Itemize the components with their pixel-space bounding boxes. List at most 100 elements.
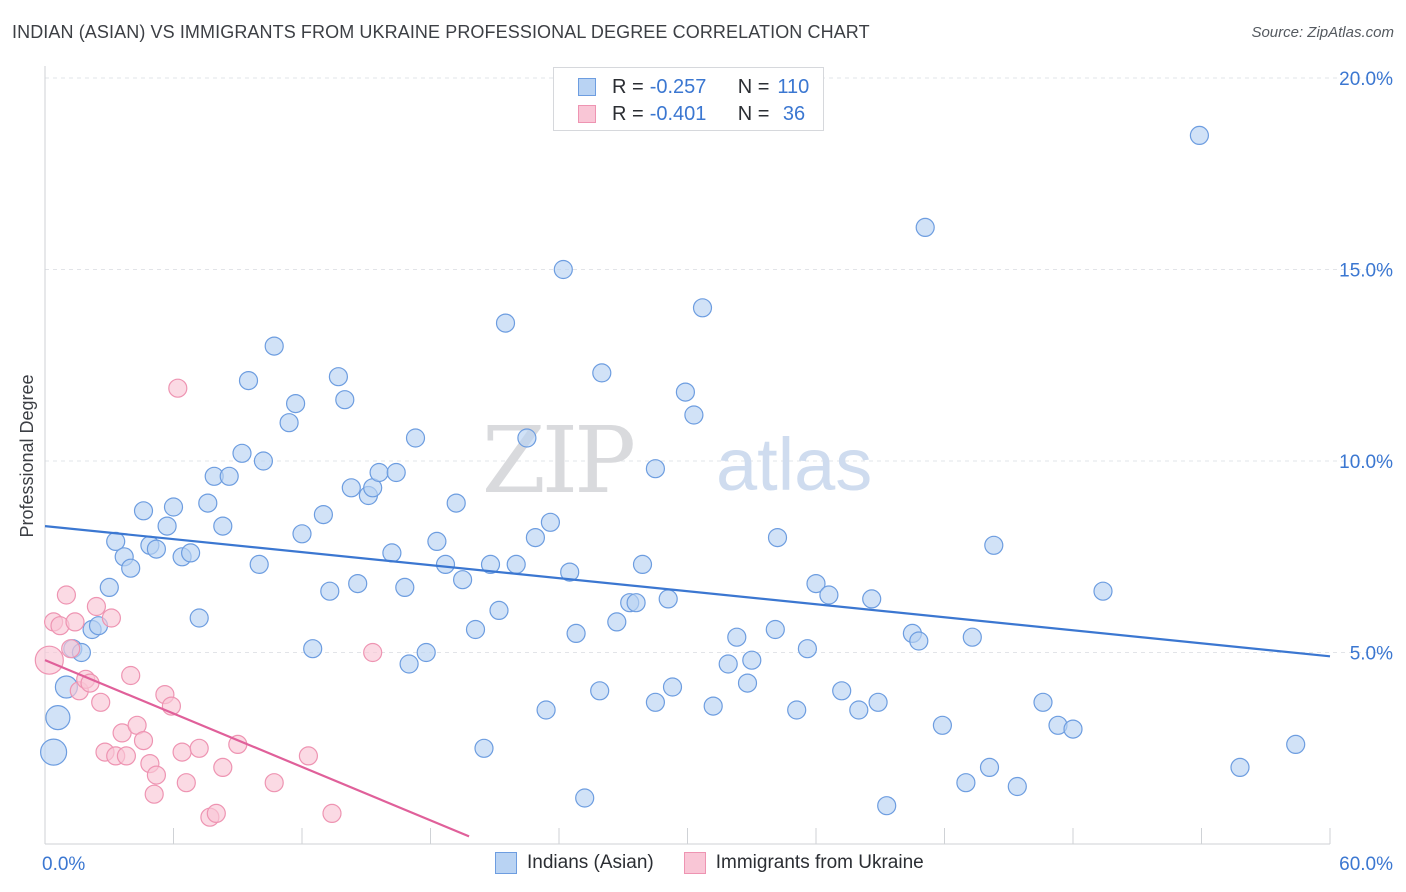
watermark-zip: ZIP: [482, 407, 633, 514]
watermark-atlas: atlas: [716, 423, 872, 506]
point-indians: [692, 298, 713, 318]
point-indians: [39, 738, 68, 766]
point-ukraine: [144, 784, 164, 804]
tick-labels: 5.0% 10.0% 15.0% 20.0% 0.0% 60.0%: [42, 69, 1393, 875]
x-tick-label: 0.0%: [42, 854, 85, 875]
point-indians: [313, 504, 333, 525]
point-indians: [592, 363, 612, 383]
point-indians: [553, 259, 573, 280]
legend-row-indians: R = -0.257 N = 110: [578, 73, 809, 101]
point-indians: [489, 600, 509, 621]
point-indians: [658, 589, 678, 609]
point-indians: [832, 681, 852, 701]
point-indians: [328, 367, 348, 387]
point-indians: [877, 796, 897, 816]
point-indians: [286, 394, 306, 414]
trend-lines: [44, 525, 1331, 838]
point-indians: [566, 623, 586, 644]
point-indians: [1189, 125, 1210, 145]
series-legend-swatch-indians: [495, 852, 517, 874]
point-indians: [560, 562, 580, 582]
y-tick-label: 15.0%: [1339, 261, 1393, 282]
point-indians: [480, 554, 501, 575]
point-ukraine: [56, 585, 77, 605]
y-tick-label: 5.0%: [1350, 644, 1393, 665]
point-indians: [1063, 719, 1083, 739]
point-indians: [536, 700, 556, 720]
point-indians: [348, 573, 368, 594]
point-indians: [806, 573, 826, 594]
series-legend-label-indians: Indians (Asian): [527, 852, 654, 873]
legend-r-value: -0.401: [649, 102, 707, 125]
point-ukraine: [121, 665, 141, 686]
gridlines: [45, 77, 1392, 653]
point-indians: [862, 589, 882, 609]
point-ukraine: [363, 642, 383, 663]
point-indians: [435, 554, 456, 575]
point-indians: [909, 631, 929, 651]
point-ukraine: [172, 742, 192, 762]
point-ukraine: [206, 803, 226, 824]
series-indians-points: [39, 125, 1306, 816]
point-indians: [399, 654, 419, 674]
y-tick-label: 20.0%: [1339, 69, 1393, 90]
point-ukraine: [133, 730, 154, 751]
chart-title: INDIAN (ASIAN) VS IMMIGRANTS FROM UKRAIN…: [12, 22, 870, 42]
point-indians: [849, 700, 869, 720]
point-indians: [253, 451, 273, 471]
point-indians: [703, 696, 723, 716]
point-indians: [474, 738, 494, 758]
series-legend-label-ukraine: Immigrants from Ukraine: [715, 852, 924, 873]
point-indians: [232, 443, 252, 463]
point-ukraine: [61, 639, 81, 659]
source-label: Source: ZipAtlas.com: [1251, 24, 1394, 41]
legend-row-ukraine: R = -0.401 N = 36: [578, 100, 805, 128]
watermark: ZIP atlas: [482, 407, 872, 514]
point-ukraine: [65, 612, 85, 632]
point-indians: [915, 217, 935, 237]
point-ukraine: [86, 596, 107, 617]
legend-swatch-ukraine: [578, 105, 596, 123]
point-indians: [1230, 757, 1250, 778]
point-ukraine: [322, 803, 342, 824]
point-indians: [645, 459, 666, 479]
point-ukraine: [168, 378, 188, 398]
series-legend-indians[interactable]: Indians (Asian): [495, 852, 654, 874]
point-indians: [590, 681, 610, 701]
point-indians: [517, 428, 537, 448]
point-indians: [1007, 776, 1027, 797]
point-indians: [742, 650, 762, 670]
series-legend: Indians (Asian) Immigrants from Ukraine: [495, 852, 954, 874]
point-indians: [632, 554, 653, 575]
series-legend-swatch-ukraine: [683, 852, 706, 874]
point-indians: [575, 788, 595, 808]
point-indians: [416, 642, 436, 663]
point-indians: [303, 639, 323, 659]
series-legend-ukraine[interactable]: Immigrants from Ukraine: [683, 852, 924, 874]
point-indians: [341, 478, 361, 498]
point-indians: [979, 757, 1000, 778]
point-ukraine: [213, 757, 233, 778]
trend-line-ukraine: [44, 659, 470, 838]
point-indians: [446, 493, 466, 513]
legend-n-value: 36: [777, 102, 806, 125]
point-indians: [320, 581, 340, 601]
point-indians: [45, 704, 71, 731]
point-indians: [465, 619, 486, 640]
point-indians: [787, 700, 807, 720]
point-indians: [249, 554, 269, 575]
trend-line-indians: [44, 525, 1331, 658]
point-indians: [453, 570, 473, 590]
point-indians: [386, 462, 406, 483]
point-indians: [495, 313, 516, 333]
point-indians: [626, 593, 646, 613]
point-ukraine: [91, 692, 111, 712]
point-indians: [645, 692, 666, 712]
point-indians: [99, 577, 119, 598]
point-indians: [662, 677, 683, 697]
point-indians: [279, 413, 299, 433]
legend-n-label: N =: [737, 75, 770, 98]
point-ukraine: [101, 608, 122, 628]
point-indians: [264, 336, 284, 356]
